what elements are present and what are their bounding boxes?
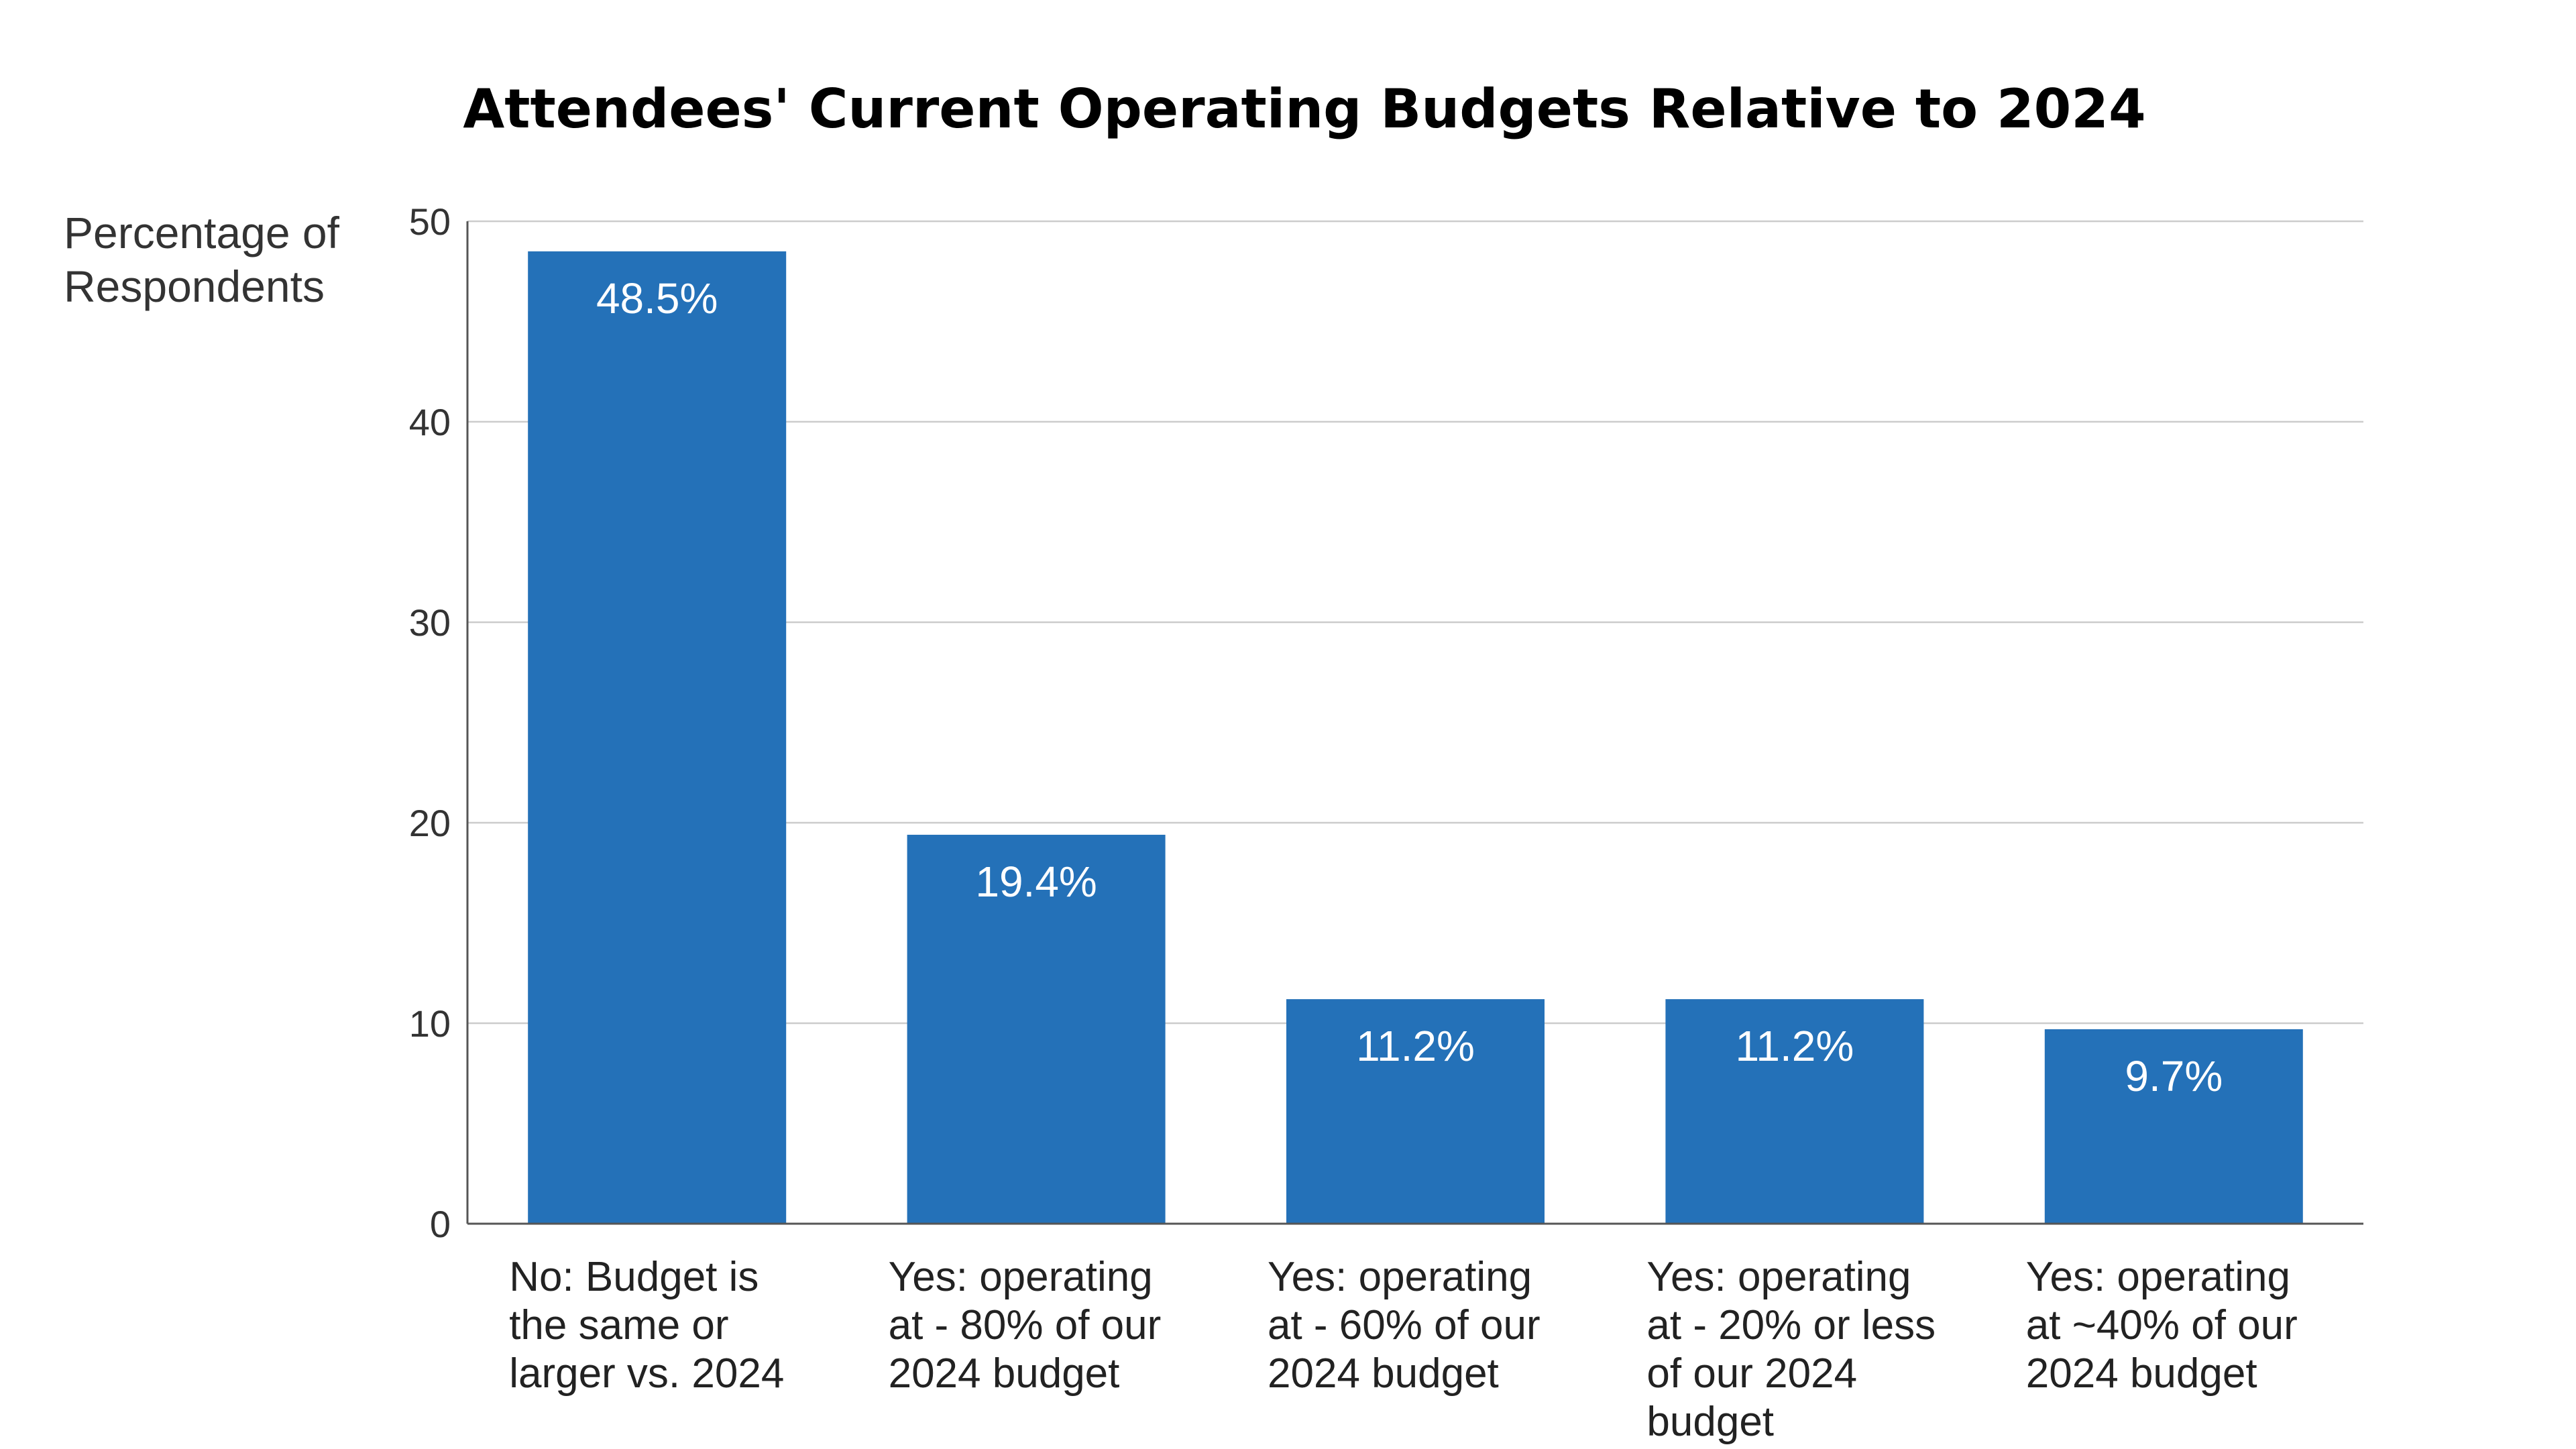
y-tick-label: 30 xyxy=(409,601,451,644)
bar-value-label: 11.2% xyxy=(1356,1022,1475,1070)
y-axis-label: Percentage of Respondents xyxy=(64,208,340,311)
y-axis-label-line: Percentage of xyxy=(64,208,340,257)
x-category-label-line: larger vs. 2024 xyxy=(509,1350,784,1397)
x-category-label-line: at - 20% or less xyxy=(1646,1302,1936,1348)
bar-value-label: 11.2% xyxy=(1736,1022,1854,1070)
y-tick-label: 40 xyxy=(409,401,451,443)
x-category-label-line: No: Budget is xyxy=(509,1254,759,1300)
bar xyxy=(907,834,1166,1224)
bars xyxy=(528,251,2303,1224)
y-tick-label: 0 xyxy=(430,1203,451,1245)
x-category-label-line: at ~40% of our xyxy=(2026,1302,2298,1348)
bar-value-labels: 48.5% 19.4% 11.2% 11.2% 9.7% xyxy=(596,274,2223,1100)
bar-value-label: 9.7% xyxy=(2125,1052,2223,1100)
x-category-label-line: at - 60% of our xyxy=(1268,1302,1541,1348)
chart-title: Attendees' Current Operating Budgets Rel… xyxy=(463,78,2145,140)
x-category-label-line: Yes: operating xyxy=(1268,1254,1532,1300)
bar xyxy=(1665,999,1924,1224)
x-category-label-line: Yes: operating xyxy=(1646,1254,1911,1300)
x-category-label-line: 2024 budget xyxy=(889,1350,1120,1397)
x-category-label-line: Yes: operating xyxy=(2026,1254,2290,1300)
bar-value-label: 48.5% xyxy=(596,274,718,323)
x-category-label-line: the same or xyxy=(509,1302,728,1348)
bar xyxy=(2044,1029,2303,1224)
y-tick-label: 50 xyxy=(409,200,451,243)
bar xyxy=(528,251,787,1224)
y-axis-ticks: 0 10 20 30 40 50 xyxy=(409,200,451,1245)
bar xyxy=(1286,999,1545,1224)
x-category-label-line: of our 2024 xyxy=(1646,1350,1857,1397)
y-tick-label: 20 xyxy=(409,802,451,844)
x-category-label-line: 2024 budget xyxy=(1268,1350,1499,1397)
y-axis-label-line: Respondents xyxy=(64,262,325,311)
x-category-label-line: Yes: operating xyxy=(889,1254,1153,1300)
y-tick-label: 10 xyxy=(409,1002,451,1045)
x-category-label-line: at - 80% of our xyxy=(889,1302,1162,1348)
bar-value-label: 19.4% xyxy=(975,858,1097,906)
x-category-label-line: budget xyxy=(1646,1399,1774,1445)
x-category-label-line: 2024 budget xyxy=(2026,1350,2257,1397)
